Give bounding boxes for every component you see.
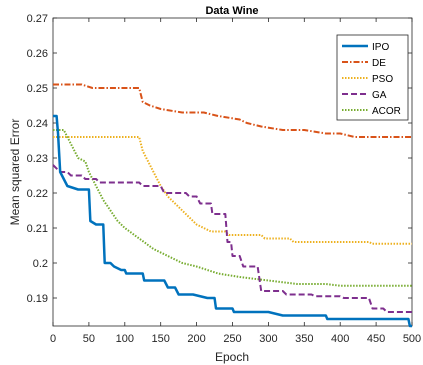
x-tick-label: 100 <box>116 333 134 345</box>
legend-label-pso: PSO <box>372 74 393 85</box>
x-tick-label: 250 <box>223 333 241 345</box>
x-tick-label: 200 <box>187 333 205 345</box>
series-layer <box>52 83 412 328</box>
legend-entries: IPO DE PSO GA ACOR <box>342 42 401 117</box>
legend-label-ipo: IPO <box>372 42 389 53</box>
series-line-pso <box>53 136 412 245</box>
x-tick-label: 350 <box>295 333 313 345</box>
legend-label-de: DE <box>372 58 386 69</box>
legend-label-acor: ACOR <box>372 106 401 117</box>
y-axis-ticks: 0.19 0.2 0.21 0.22 0.23 0.24 0.25 0.26 0.27 <box>27 13 412 305</box>
x-tick-label: 50 <box>83 333 95 345</box>
y-tick-label: 0.21 <box>27 223 48 235</box>
y-tick-label: 0.24 <box>27 118 48 130</box>
y-tick-label: 0.2 <box>33 258 48 270</box>
series-line-ga <box>52 164 412 313</box>
y-tick-label: 0.19 <box>27 293 48 305</box>
y-axis-label: Mean squared Error <box>8 119 22 226</box>
x-tick-label: 500 <box>403 333 421 345</box>
x-tick-label: 0 <box>50 333 56 345</box>
series-line-ipo <box>53 114 412 328</box>
x-tick-label: 400 <box>331 333 349 345</box>
series-line-de <box>53 83 412 138</box>
x-tick-label: 300 <box>259 333 277 345</box>
y-tick-label: 0.26 <box>27 48 48 60</box>
chart-title: Data Wine <box>205 5 258 17</box>
y-tick-label: 0.23 <box>27 153 48 165</box>
legend-label-ga: GA <box>372 90 387 101</box>
y-tick-label: 0.22 <box>27 188 48 200</box>
x-axis-label: Epoch <box>215 350 249 364</box>
y-tick-label: 0.27 <box>27 13 48 25</box>
y-tick-label: 0.25 <box>27 83 48 95</box>
x-axis-ticks: 0 50 100 150 200 250 300 350 400 450 500 <box>50 18 421 345</box>
x-tick-label: 150 <box>152 333 170 345</box>
x-tick-label: 450 <box>367 333 385 345</box>
legend: IPO DE PSO GA ACOR <box>336 34 409 121</box>
